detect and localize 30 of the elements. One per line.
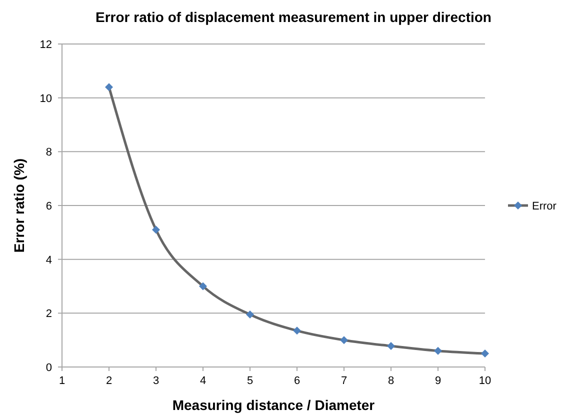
x-tick-label: 3: [152, 375, 160, 387]
y-tick-label: 8: [46, 146, 52, 159]
x-tick-label: 7: [340, 375, 348, 387]
x-tick-label: 10: [478, 375, 492, 387]
x-tick-label: 6: [294, 375, 300, 387]
point: [105, 83, 113, 92]
chart-title: Error ratio of displacement measurement in upper direction: [96, 9, 492, 25]
x-tick-label: 2: [106, 375, 112, 387]
point: [387, 342, 395, 350]
point: [340, 336, 348, 344]
x-tick-label: 5: [246, 375, 254, 387]
point: [152, 226, 160, 234]
y-axis-title: Error ratio (%): [11, 158, 27, 253]
y-tick-label: 10: [40, 92, 52, 105]
x-tick-label: 9: [434, 375, 442, 387]
point: [293, 326, 301, 335]
x-tick-label: 1: [58, 375, 66, 387]
y-tick-label: 6: [46, 200, 52, 212]
point: [481, 350, 489, 358]
y-tick-label: 4: [46, 254, 52, 266]
point: [199, 282, 207, 290]
x-tick-label: 8: [388, 375, 394, 387]
x-axis-title: Measuring distance / Diameter: [172, 397, 376, 413]
point: [246, 310, 254, 319]
y-tick-label: 12: [40, 39, 52, 51]
x-tick-label: 4: [200, 375, 206, 387]
y-tick-label: 0: [46, 362, 52, 374]
y-tick-label: 2: [46, 308, 52, 320]
point: [434, 346, 442, 355]
legend-label: Error: [532, 200, 557, 212]
